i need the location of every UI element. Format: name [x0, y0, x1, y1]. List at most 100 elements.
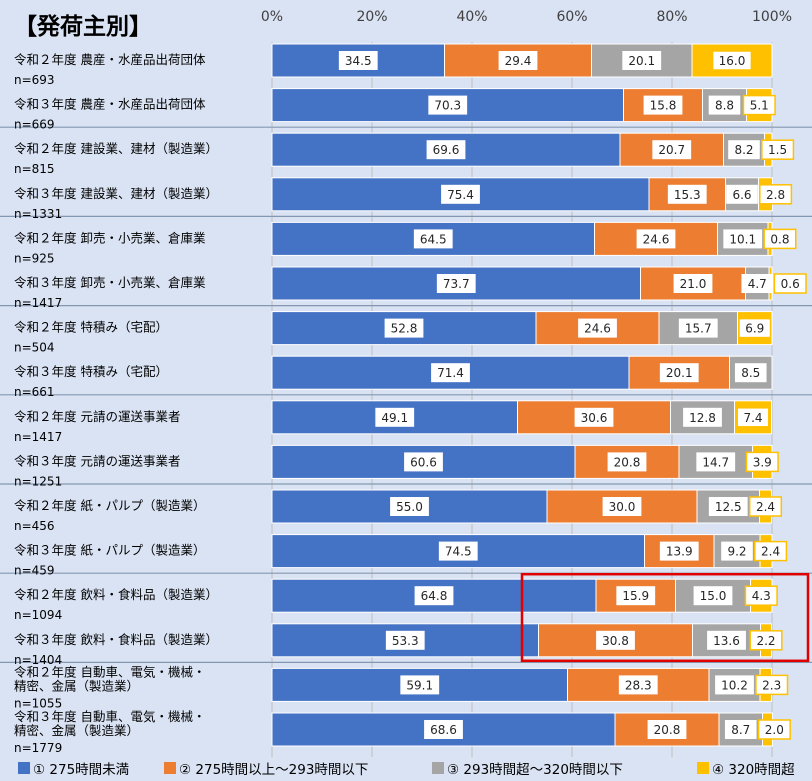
data-label-text: 24.6 — [584, 322, 611, 336]
sample-size-label: n=669 — [14, 118, 55, 132]
data-label: 12.5 — [708, 497, 748, 516]
x-tick-label: 40% — [456, 9, 487, 25]
legend-item: ④ 320時間超 — [697, 762, 795, 778]
data-label: 14.7 — [696, 452, 736, 472]
data-label-text: 12.8 — [689, 411, 716, 425]
data-label: 2.3 — [755, 674, 789, 696]
legend-item: ② 275時間以上～293時間以下 — [164, 762, 368, 778]
data-label: 20.8 — [647, 720, 687, 739]
data-label-box — [574, 407, 614, 427]
data-label-text: 0.8 — [770, 232, 789, 246]
data-label-box — [436, 274, 476, 293]
sample-size-label: n=459 — [14, 564, 55, 578]
data-label-box — [636, 229, 676, 249]
data-label: 75.4 — [441, 184, 480, 204]
data-label-text: 13.6 — [713, 634, 740, 648]
data-label-box — [715, 675, 754, 695]
data-label-text: 2.0 — [765, 723, 784, 737]
data-label-text: 16.0 — [719, 54, 746, 68]
data-label-box — [578, 318, 617, 338]
data-label: 15.3 — [667, 184, 707, 204]
data-label-text: 34.5 — [345, 54, 372, 68]
data-label: 52.8 — [384, 318, 424, 338]
data-label-box — [400, 675, 440, 695]
category-label-line: 令和３年度 農産・水産品出荷団体 — [14, 97, 206, 112]
data-label-text: 59.1 — [406, 678, 433, 692]
legend-label: ② 275時間以上～293時間以下 — [179, 762, 368, 778]
data-label-text: 30.0 — [609, 500, 636, 514]
data-label: 8.8 — [708, 95, 741, 115]
data-label-box — [673, 274, 713, 293]
data-label: 8.7 — [724, 720, 757, 739]
legend-label: ① 275時間未満 — [33, 762, 129, 778]
data-label-box — [726, 184, 758, 204]
data-label-text: 10.1 — [729, 232, 756, 246]
data-label: 30.0 — [602, 497, 642, 516]
data-label-box — [375, 407, 415, 427]
data-label: 10.2 — [715, 675, 754, 695]
x-tick-label: 80% — [656, 9, 687, 25]
data-label-box — [763, 228, 797, 250]
sample-size-label: n=925 — [14, 251, 55, 265]
category-label: 令和３年度 元請の運送事業者 n=1251 — [14, 453, 180, 488]
data-label-text: 8.7 — [731, 723, 750, 737]
data-label: 6.9 — [738, 317, 772, 339]
sample-size-label: n=1251 — [14, 474, 62, 488]
data-label-box — [724, 720, 757, 739]
data-label-text: 10.2 — [721, 678, 748, 692]
data-label: 30.6 — [574, 407, 614, 427]
data-label: 2.4 — [754, 540, 788, 562]
data-label-text: 0.6 — [781, 277, 800, 291]
data-label: 13.6 — [707, 630, 746, 650]
category-label-line: 令和２年度 卸売・小売業、倉庫業 — [14, 230, 206, 245]
data-label-text: 69.6 — [433, 143, 460, 157]
data-label-box — [708, 95, 741, 115]
data-label-box — [721, 541, 753, 561]
category-label: 令和２年度 建設業、建材（製造業） n=815 — [14, 141, 218, 176]
data-label-text: 4.7 — [748, 277, 767, 291]
category-label: 令和３年度 建設業、建材（製造業） n=1331 — [14, 186, 218, 221]
legend-swatch — [432, 762, 444, 774]
category-label-line: 令和２年度 自動車、電気・機械・ — [14, 664, 205, 679]
data-label-box — [596, 630, 635, 650]
sample-size-label: n=456 — [14, 519, 55, 533]
data-label: 20.8 — [607, 452, 647, 472]
data-label: 15.7 — [678, 318, 718, 338]
data-label: 34.5 — [338, 51, 378, 70]
chart-title: 【発荷主別】 — [14, 14, 152, 40]
data-label-box — [749, 630, 783, 651]
highlight-box — [520, 572, 810, 663]
data-label-box — [404, 452, 443, 472]
x-axis-ticks: 0% 20% 40% 60% 80% 100% — [261, 9, 792, 25]
data-label-box — [711, 50, 753, 71]
category-label: 令和２年度 元請の運送事業者 n=1417 — [14, 409, 180, 444]
data-label-text: 53.3 — [392, 634, 419, 648]
data-label-text: 14.7 — [702, 455, 729, 469]
data-label-box — [754, 540, 788, 562]
data-label-text: 20.7 — [658, 143, 685, 157]
data-label-box — [693, 586, 733, 606]
data-label-box — [736, 407, 770, 428]
data-label-box — [744, 585, 778, 606]
data-label-text: 64.5 — [420, 232, 447, 246]
data-label-text: 9.2 — [727, 545, 746, 559]
data-label-text: 20.1 — [628, 54, 655, 68]
data-label-text: 2.3 — [762, 678, 781, 692]
data-label-box — [741, 274, 774, 293]
data-label-text: 52.8 — [391, 322, 418, 336]
data-label-text: 21.0 — [680, 277, 707, 291]
data-label-text: 64.8 — [421, 589, 448, 603]
data-label-box — [667, 184, 707, 204]
data-label-box — [426, 140, 466, 160]
data-label-text: 1.5 — [768, 143, 787, 157]
data-label-box — [498, 51, 538, 70]
data-label-box — [390, 497, 429, 516]
data-label-box — [441, 184, 480, 204]
data-label-box — [643, 95, 683, 115]
legend-item: ③ 293時間超～320時間以下 — [432, 762, 623, 778]
legend-item: ① 275時間未満 — [18, 762, 129, 778]
x-tick-label: 0% — [261, 9, 283, 25]
data-label-text: 2.2 — [756, 634, 775, 648]
data-label: 2.0 — [757, 719, 791, 740]
